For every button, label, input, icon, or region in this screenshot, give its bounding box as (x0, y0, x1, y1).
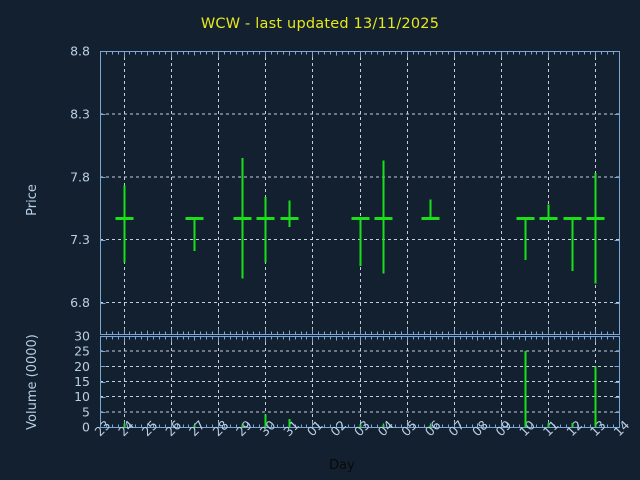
day-tick-label: 14 (611, 417, 633, 439)
ohlc-bar (233, 157, 252, 279)
day-tick-label: 13 (587, 417, 609, 439)
day-tick-label: 05 (398, 417, 420, 439)
day-tick-label: 11 (540, 417, 562, 439)
price-tick-label: 7.8 (70, 169, 90, 184)
price-axis-label: Price (25, 184, 40, 216)
volume-bars-group (123, 351, 597, 427)
day-tick-label: 23 (92, 417, 114, 439)
day-axis-label: Day (329, 458, 355, 473)
ohlc-bars-group (115, 157, 605, 284)
ohlc-bar (115, 185, 134, 263)
volume-axis-label: Volume (0000) (25, 334, 40, 430)
ohlc-bar (586, 173, 605, 284)
day-tick-label: 03 (351, 417, 373, 439)
day-tick-label: 31 (280, 417, 302, 439)
day-tick-label: 27 (186, 417, 208, 439)
price-axis-frame (100, 51, 620, 335)
day-tick-label: 12 (563, 417, 585, 439)
volume-tick-label: 20 (74, 359, 90, 374)
day-tick-label: 01 (304, 417, 326, 439)
price-tick-label: 8.8 (70, 44, 90, 59)
day-tick-label: 24 (115, 417, 137, 439)
volume-grid (100, 336, 619, 427)
volume-axis-frame (100, 336, 620, 428)
ohlc-bar (539, 204, 558, 220)
ohlc-bar (185, 216, 204, 251)
price-tick-label: 8.3 (70, 106, 90, 121)
volume-tick-label: 10 (74, 389, 90, 404)
chart-title: WCW - last updated 13/11/2025 (200, 16, 440, 32)
day-tick-label: 30 (257, 417, 279, 439)
day-tick-label: 28 (209, 417, 231, 439)
day-tick-label: 09 (493, 417, 515, 439)
day-tick-label: 04 (375, 417, 397, 439)
day-tick-label: 25 (139, 417, 161, 439)
price-tick-label: 6.8 (70, 295, 90, 310)
day-tick-label: 26 (162, 417, 184, 439)
volume-tick-label: 5 (82, 404, 90, 419)
ohlc-bar (516, 216, 535, 260)
ohlc-bar (374, 160, 393, 274)
ohlc-bar (256, 196, 275, 263)
price-tick-label: 7.3 (70, 232, 90, 247)
day-tick-label: 08 (469, 417, 491, 439)
day-tick-label: 10 (516, 417, 538, 439)
ohlc-bar (421, 199, 440, 220)
ohlc-bar (351, 216, 370, 267)
day-tick-label: 07 (445, 417, 467, 439)
volume-tick-label: 25 (74, 344, 90, 359)
volume-tick-label: 15 (74, 374, 90, 389)
day-tick-label: 29 (233, 417, 255, 439)
day-tick-label: 02 (327, 417, 349, 439)
volume-tick-label: 30 (74, 329, 90, 344)
day-tick-labels: 23 24 25 26 27 28 29 30 31 01 02 03 04 05 06 07 08 09 10 11… (92, 417, 633, 439)
volume-tick-label: 0 (82, 420, 90, 435)
day-tick-label: 06 (422, 417, 444, 439)
ohlc-bar (563, 216, 582, 272)
price-tick-labels: 8.8 8.3 7.8 7.3 6.8 (70, 44, 90, 311)
price-grid (100, 51, 619, 334)
ohlc-bar (280, 200, 299, 228)
